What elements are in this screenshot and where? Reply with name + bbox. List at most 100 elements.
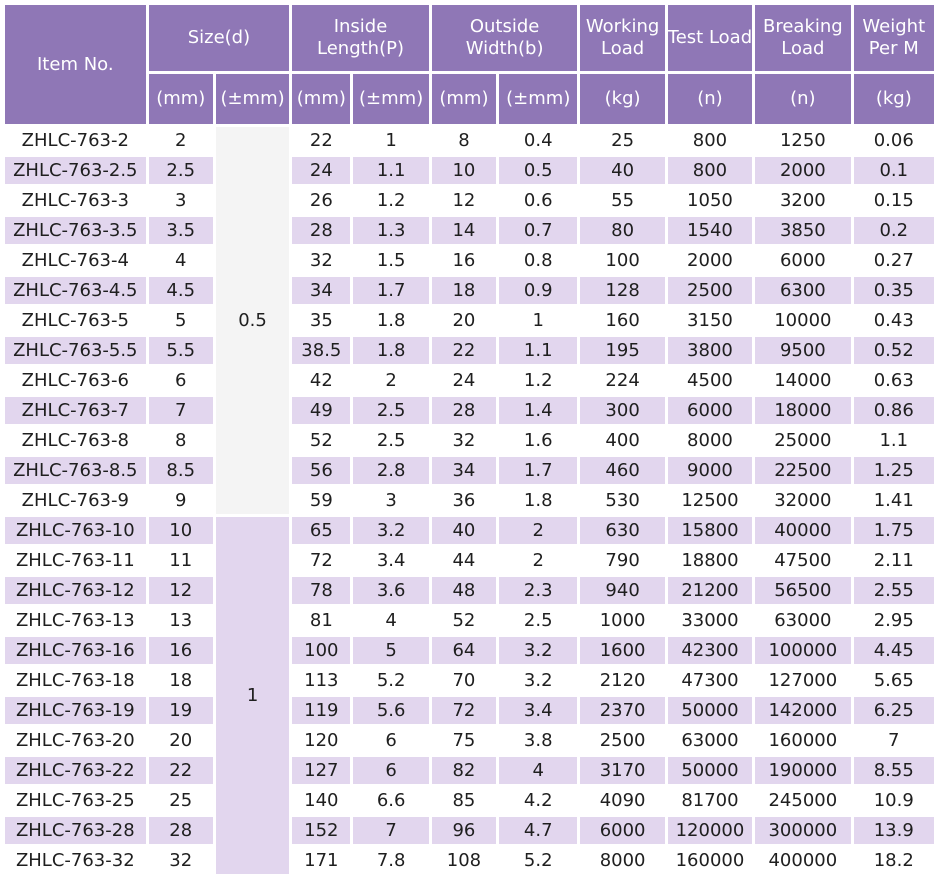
cell-working-load: 195	[580, 337, 665, 364]
unit-outside-width-tolerance: (±mm)	[499, 74, 578, 124]
cell-size: 11	[148, 547, 213, 574]
cell-size: 19	[148, 697, 213, 724]
cell-outside-width-tolerance: 0.9	[499, 277, 578, 304]
table-row: ZHLC-763-19 19 119 5.6 72 3.4 2370 50000 142000 6…	[5, 697, 934, 724]
cell-inside-length-tolerance: 3.4	[353, 547, 429, 574]
cell-outside-width-tolerance: 4.7	[499, 817, 578, 844]
cell-outside-width-tolerance: 2	[499, 547, 578, 574]
table-row: ZHLC-763-2 2 0.5 22 1 8 0.4 25 800 1250 0.06	[5, 127, 934, 514]
cell-outside-width: 32	[431, 427, 497, 454]
cell-item-no: ZHLC-763-9	[5, 487, 146, 514]
table-row: ZHLC-763-18 18 113 5.2 70 3.2 2120 47300 127000 5…	[5, 667, 934, 694]
cell-inside-length: 26	[292, 187, 351, 214]
unit-outside-width-mm: (mm)	[431, 74, 497, 124]
cell-size: 8	[148, 427, 213, 454]
header-working-load: Working Load	[580, 5, 665, 71]
cell-weight-per-m: 2.55	[853, 577, 934, 604]
header-breaking-load: Breaking Load	[755, 5, 851, 71]
cell-working-load: 80	[580, 217, 665, 244]
cell-test-load: 3800	[667, 337, 753, 364]
cell-outside-width: 10	[431, 157, 497, 184]
cell-breaking-load: 245000	[755, 787, 851, 814]
cell-item-no: ZHLC-763-2.5	[5, 157, 146, 184]
cell-outside-width-tolerance: 1.4	[499, 397, 578, 424]
cell-weight-per-m: 4.45	[853, 637, 934, 664]
cell-size: 3.5	[148, 217, 213, 244]
cell-inside-length-tolerance: 6.6	[353, 787, 429, 814]
cell-test-load: 800	[667, 127, 753, 154]
cell-working-load: 55	[580, 187, 665, 214]
cell-outside-width: 16	[431, 247, 497, 274]
cell-item-no: ZHLC-763-11	[5, 547, 146, 574]
cell-item-no: ZHLC-763-3	[5, 187, 146, 214]
unit-weight-per-m: (kg)	[853, 74, 934, 124]
cell-working-load: 790	[580, 547, 665, 574]
cell-weight-per-m: 7	[853, 727, 934, 754]
table-row: ZHLC-763-6 6 42 2 24 1.2 224 4500 14000 0.63	[5, 367, 934, 394]
cell-working-load: 2370	[580, 697, 665, 724]
cell-inside-length-tolerance: 1	[353, 127, 429, 154]
cell-inside-length-tolerance: 1.8	[353, 307, 429, 334]
cell-breaking-load: 142000	[755, 697, 851, 724]
cell-size: 13	[148, 607, 213, 634]
cell-inside-length-tolerance: 6	[353, 727, 429, 754]
table-row: ZHLC-763-2.5 2.5 24 1.1 10 0.5 40 800 2000 0.1	[5, 157, 934, 184]
cell-weight-per-m: 6.25	[853, 697, 934, 724]
cell-breaking-load: 32000	[755, 487, 851, 514]
cell-outside-width: 18	[431, 277, 497, 304]
cell-inside-length-tolerance: 2.5	[353, 427, 429, 454]
cell-outside-width: 48	[431, 577, 497, 604]
header-item-no: Item No.	[5, 5, 146, 124]
header-outside-width: Outside Width(b)	[431, 5, 578, 71]
cell-test-load: 9000	[667, 457, 753, 484]
table-row: ZHLC-763-25 25 140 6.6 85 4.2 4090 81700 245000 1…	[5, 787, 934, 814]
cell-working-load: 40	[580, 157, 665, 184]
table-row: ZHLC-763-28 28 152 7 96 4.7 6000 120000 300000 13…	[5, 817, 934, 844]
cell-test-load: 2500	[667, 277, 753, 304]
cell-outside-width-tolerance: 0.4	[499, 127, 578, 154]
cell-weight-per-m: 13.9	[853, 817, 934, 844]
cell-outside-width: 44	[431, 547, 497, 574]
cell-outside-width: 36	[431, 487, 497, 514]
cell-test-load: 18800	[667, 547, 753, 574]
cell-inside-length-tolerance: 2.5	[353, 397, 429, 424]
header-row-units: (mm) (±mm) (mm) (±mm) (mm) (±mm) (kg) (n…	[5, 74, 934, 124]
cell-item-no: ZHLC-763-7	[5, 397, 146, 424]
cell-inside-length: 100	[292, 637, 351, 664]
cell-inside-length: 72	[292, 547, 351, 574]
cell-item-no: ZHLC-763-20	[5, 727, 146, 754]
cell-inside-length: 127	[292, 757, 351, 784]
cell-working-load: 6000	[580, 817, 665, 844]
cell-inside-length: 35	[292, 307, 351, 334]
table-row: ZHLC-763-32 32 171 7.8 108 5.2 8000 160000 40000…	[5, 847, 934, 874]
cell-weight-per-m: 0.35	[853, 277, 934, 304]
unit-size-mm: (mm)	[148, 74, 213, 124]
cell-outside-width-tolerance: 1.6	[499, 427, 578, 454]
cell-working-load: 2500	[580, 727, 665, 754]
cell-outside-width-tolerance: 0.8	[499, 247, 578, 274]
cell-working-load: 100	[580, 247, 665, 274]
cell-weight-per-m: 0.06	[853, 127, 934, 154]
cell-outside-width: 52	[431, 607, 497, 634]
table-row: ZHLC-763-20 20 120 6 75 3.8 2500 63000 160000 7	[5, 727, 934, 754]
cell-inside-length: 52	[292, 427, 351, 454]
table-row: ZHLC-763-5 5 35 1.8 20 1 160 3150 10000 0.43	[5, 307, 934, 334]
cell-outside-width: 64	[431, 637, 497, 664]
cell-outside-width-tolerance: 1.1	[499, 337, 578, 364]
cell-item-no: ZHLC-763-16	[5, 637, 146, 664]
cell-size: 8.5	[148, 457, 213, 484]
cell-weight-per-m: 0.15	[853, 187, 934, 214]
cell-outside-width-tolerance: 0.6	[499, 187, 578, 214]
cell-size: 18	[148, 667, 213, 694]
cell-inside-length-tolerance: 1.7	[353, 277, 429, 304]
cell-size: 5	[148, 307, 213, 334]
cell-outside-width: 72	[431, 697, 497, 724]
cell-inside-length: 42	[292, 367, 351, 394]
cell-outside-width-tolerance: 3.2	[499, 667, 578, 694]
spec-table-body: ZHLC-763-2 2 0.5 22 1 8 0.4 25 800 1250 0.06 ZHLC-7…	[5, 127, 934, 874]
table-row: ZHLC-763-5.5 5.5 38.5 1.8 22 1.1 195 3800 9500 0.…	[5, 337, 934, 364]
cell-item-no: ZHLC-763-25	[5, 787, 146, 814]
cell-outside-width-tolerance: 3.4	[499, 697, 578, 724]
cell-outside-width-tolerance: 1.7	[499, 457, 578, 484]
cell-inside-length-tolerance: 2.8	[353, 457, 429, 484]
